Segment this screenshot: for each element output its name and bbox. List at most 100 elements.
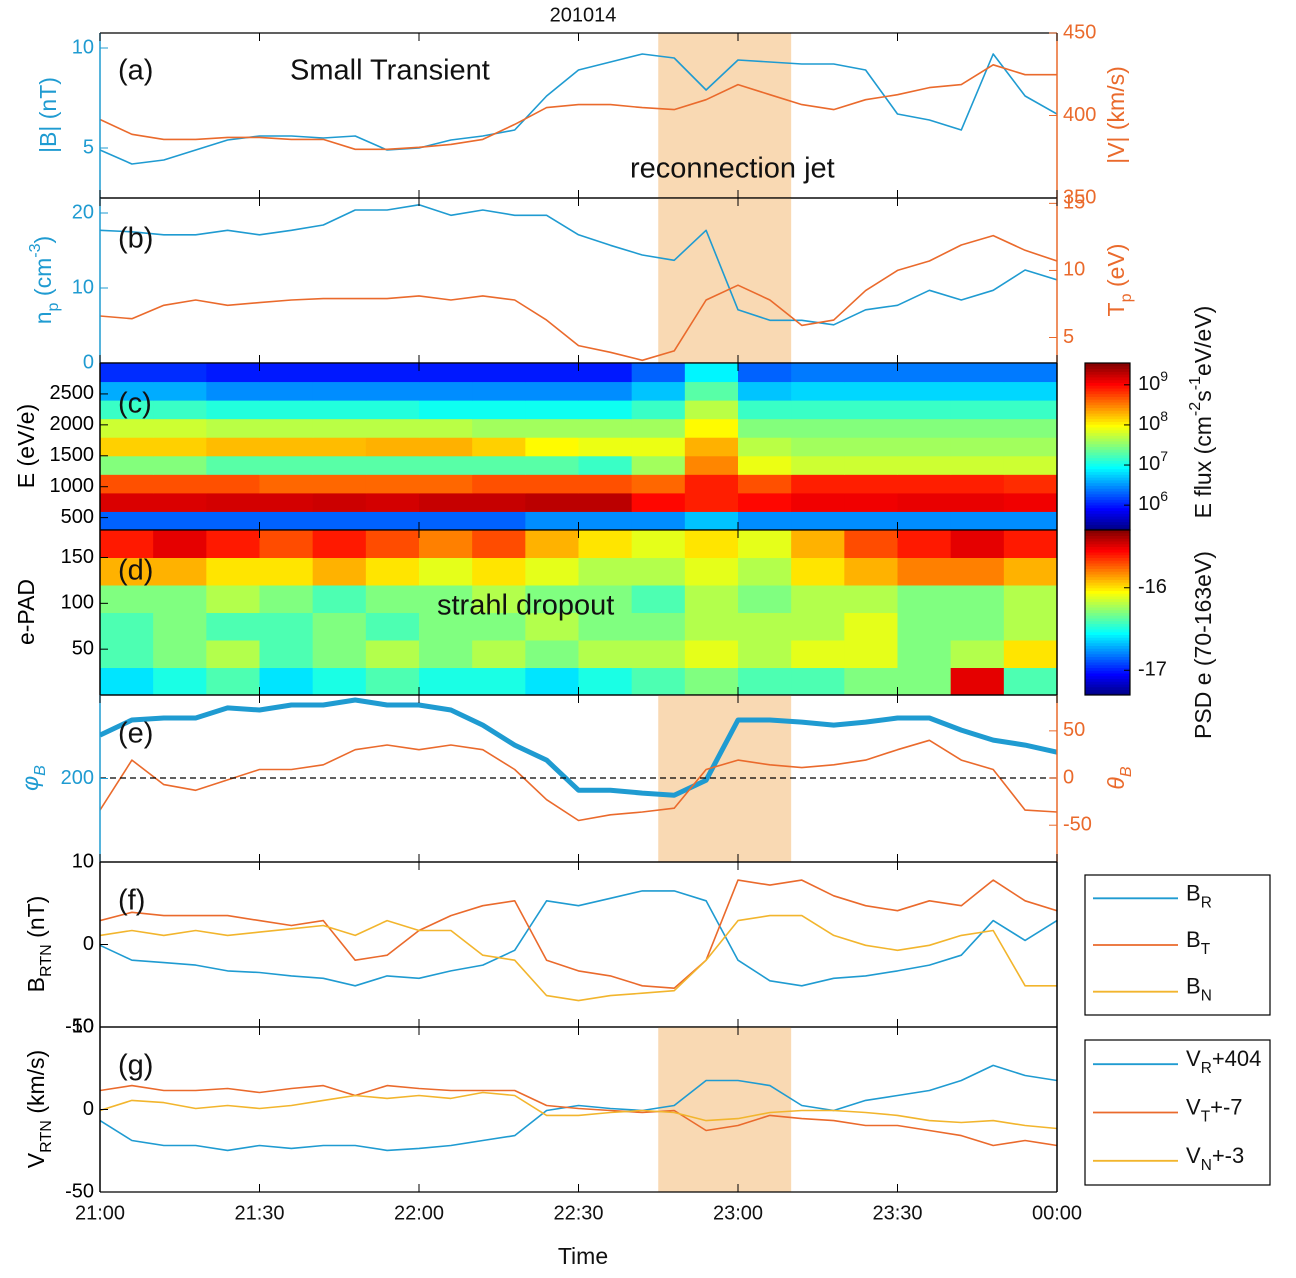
heatmap-cell <box>631 474 686 494</box>
y-axis-label: E (eV/e) <box>13 404 39 488</box>
heatmap-cell <box>791 455 845 475</box>
heatmap-cell <box>684 474 739 494</box>
colorbar-segment <box>1085 454 1130 459</box>
heatmap-cell <box>153 530 207 558</box>
heatmap-cell <box>419 511 473 530</box>
heatmap-cell <box>419 492 473 512</box>
colorbar-segment <box>1085 371 1130 375</box>
heatmap-cell <box>578 455 633 475</box>
heatmap-cell <box>1003 612 1057 641</box>
colorbar-segment <box>1085 631 1130 635</box>
heatmap-cell <box>738 455 792 475</box>
heatmap-cell <box>684 530 739 558</box>
heatmap-cell <box>950 455 1005 475</box>
colorbar-segment <box>1085 435 1130 439</box>
heatmap-cell <box>578 418 633 438</box>
heatmap-cell <box>312 667 367 695</box>
heatmap-cell <box>738 511 792 530</box>
colorbar-segment <box>1085 554 1130 558</box>
x-tick-label: 21:00 <box>75 1202 125 1224</box>
heatmap-cell <box>631 585 686 613</box>
annotation: (b) <box>118 223 153 255</box>
heatmap-cell <box>419 585 473 613</box>
heatmap-cell <box>206 667 260 695</box>
colorbar-segment <box>1085 488 1130 492</box>
heatmap-cell <box>153 418 207 438</box>
heatmap-cell <box>472 363 526 383</box>
colorbar-segment <box>1085 438 1130 442</box>
heatmap-cell <box>950 612 1005 641</box>
legend-label: VT+-7 <box>1186 1094 1243 1125</box>
heatmap-cell <box>525 511 579 530</box>
heatmap-cell <box>631 530 686 558</box>
heatmap-cell <box>844 667 898 695</box>
heatmap-cell <box>472 455 526 475</box>
heatmap-cell <box>578 474 633 494</box>
colorbar-segment <box>1085 612 1130 616</box>
heatmap-cell <box>365 530 420 558</box>
heatmap-cell <box>472 667 526 695</box>
heatmap-cell <box>472 612 526 641</box>
y2-tick-label: 5 <box>1063 326 1074 348</box>
colorbar-segment <box>1085 563 1130 567</box>
y-tick-label: 50 <box>72 637 94 659</box>
heatmap-cell <box>791 381 845 401</box>
heatmap-cell <box>206 381 260 401</box>
series-line <box>100 697 1057 798</box>
series-line <box>100 64 1057 151</box>
colorbar-segment <box>1085 418 1130 422</box>
heatmap-cell <box>897 492 952 512</box>
y-axis-label: φB <box>17 765 49 791</box>
colorbar-segment <box>1085 401 1130 406</box>
heatmap-cell <box>950 530 1005 558</box>
heatmap-cell <box>312 557 367 586</box>
colorbar-segment <box>1085 521 1130 525</box>
heatmap-cell <box>206 557 260 586</box>
heatmap-cell <box>419 557 473 586</box>
heatmap-cell <box>100 381 154 401</box>
heatmap-cell <box>738 667 792 695</box>
y-tick-label: 2500 <box>50 382 95 404</box>
colorbar-segment <box>1085 538 1130 542</box>
y-tick-label: 1000 <box>50 475 95 497</box>
colorbar-segment <box>1085 510 1130 514</box>
heatmap-cell <box>206 612 260 641</box>
heatmap-cell <box>312 530 367 558</box>
heatmap-cell <box>365 492 420 512</box>
heatmap-cell <box>897 363 952 383</box>
heatmap-cell <box>844 557 898 586</box>
colorbar-segment <box>1085 645 1130 649</box>
colorbar-segment <box>1085 382 1130 386</box>
heatmap-cell <box>684 381 739 401</box>
series-line <box>100 1064 1057 1152</box>
heatmap-cell <box>100 437 154 457</box>
y-axis-label: np (cm-3) <box>26 236 62 324</box>
colorbar-segment <box>1085 574 1130 578</box>
y2-axis-label: Tp (eV) <box>1103 244 1135 317</box>
heatmap-cell <box>419 612 473 641</box>
y-tick-label: 10 <box>72 850 94 872</box>
heatmap-cell <box>1003 585 1057 613</box>
heatmap-cell <box>578 492 633 512</box>
heatmap-cell <box>738 418 792 438</box>
heatmap-cell <box>153 612 207 641</box>
heatmap-cell <box>525 530 579 558</box>
heatmap-cell <box>525 667 579 695</box>
colorbar-segment <box>1085 410 1130 414</box>
colorbar-segment <box>1085 468 1130 473</box>
colorbar-tick-label: -17 <box>1138 659 1167 681</box>
heatmap-cell <box>472 381 526 401</box>
heatmap-cell <box>206 418 260 438</box>
heatmap-cell <box>259 585 314 613</box>
heatmap-cell <box>100 418 154 438</box>
heatmap-cell <box>1003 557 1057 586</box>
colorbar-segment <box>1085 365 1130 370</box>
y2-tick-label: 350 <box>1063 186 1096 208</box>
heatmap-cell <box>578 612 633 641</box>
colorbar-segment <box>1085 449 1130 453</box>
colorbar-segment <box>1085 407 1130 411</box>
heatmap-cell <box>844 492 898 512</box>
heatmap-cell <box>259 612 314 641</box>
heatmap-cell <box>419 418 473 438</box>
x-tick-label: 22:30 <box>553 1202 603 1224</box>
